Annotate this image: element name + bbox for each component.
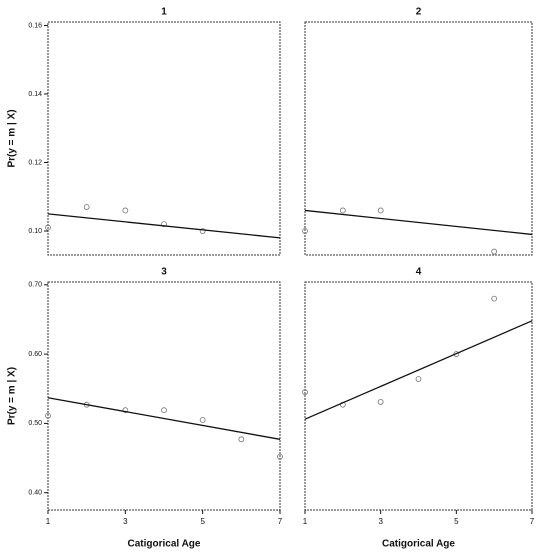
x-tick-label: 1: [303, 517, 308, 526]
point: [161, 407, 167, 414]
point: [83, 204, 90, 210]
y-tick-label: 0.10: [28, 228, 42, 235]
y-tick-label: 0.12: [28, 159, 42, 166]
y-tick-label: 0.50: [28, 420, 42, 427]
point: [302, 228, 308, 234]
point: [415, 376, 422, 382]
fit-line: [47, 213, 281, 239]
x-tick-label: 1: [46, 517, 51, 526]
point: [199, 417, 206, 423]
plot-frame: [47, 281, 281, 511]
point: [339, 207, 346, 214]
x-axis-label: Catigorical Age: [128, 539, 201, 550]
point: [302, 389, 308, 396]
point: [45, 412, 51, 419]
point: [199, 228, 206, 234]
panel-title: 2: [416, 7, 422, 18]
x-tick-label: 5: [200, 517, 205, 526]
point: [491, 248, 498, 255]
y-tick-label: 0.40: [28, 490, 42, 497]
y-tick-label: 0.60: [28, 351, 42, 358]
point: [45, 224, 51, 231]
x-axis-label: Catigorical Age: [382, 539, 455, 550]
x-tick-label: 7: [530, 517, 535, 526]
x-tick-label: 5: [454, 517, 459, 526]
y-axis-label: Pr(y = m | X): [7, 109, 18, 167]
fit-line: [304, 209, 533, 236]
point: [277, 453, 283, 460]
point: [122, 407, 129, 414]
fit-line: [304, 320, 533, 420]
y-axis-label: Pr(y = m | X): [7, 367, 18, 425]
point: [238, 436, 245, 443]
x-tick-label: 3: [123, 517, 128, 526]
point: [491, 295, 498, 302]
y-tick-label: 0.14: [28, 91, 42, 98]
panel-title: 1: [161, 7, 167, 18]
panel-title: 4: [416, 267, 422, 278]
plot-frame: [304, 281, 533, 511]
point: [161, 221, 167, 228]
point: [377, 207, 384, 214]
panel-title: 3: [161, 267, 167, 278]
point: [377, 398, 384, 405]
fit-line: [47, 397, 281, 440]
x-tick-label: 7: [278, 517, 283, 526]
y-tick-label: 0.16: [28, 22, 42, 29]
x-tick-label: 3: [378, 517, 383, 526]
y-tick-label: 0.70: [28, 282, 42, 289]
plot-frame: [47, 21, 281, 256]
point: [122, 207, 129, 214]
plot-frame: [304, 21, 533, 256]
